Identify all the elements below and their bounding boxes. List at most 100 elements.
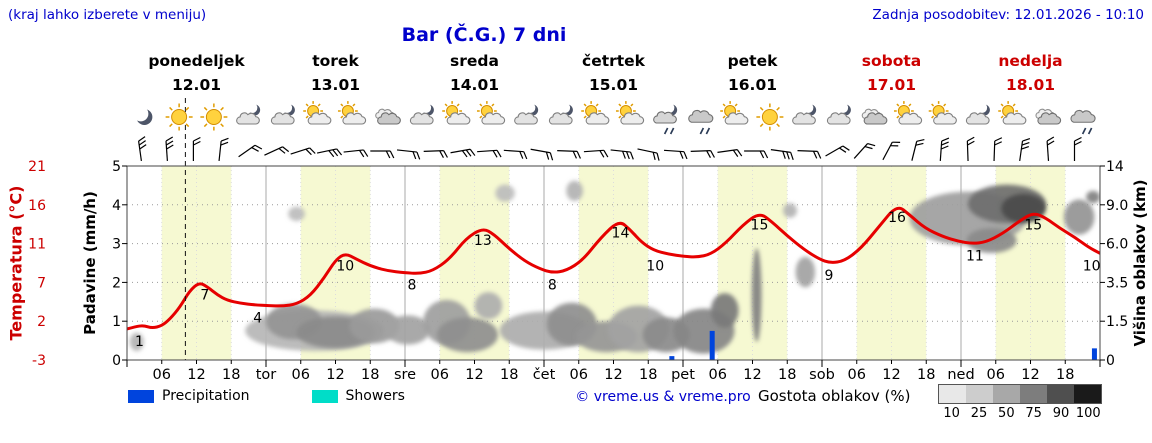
wind-barb — [450, 148, 476, 158]
hour-label: 12 — [1021, 367, 1039, 383]
cloud-blob — [710, 293, 739, 328]
day-name: sreda — [450, 52, 499, 70]
wind-barb — [797, 150, 822, 159]
wind-barb — [717, 149, 743, 157]
weather-icon-cloud-moon — [514, 102, 539, 125]
hour-label: 18 — [778, 367, 796, 383]
weather-icon-cloud — [861, 108, 888, 125]
axis-ticks — [122, 165, 1105, 367]
weather-icon-cloud-moon — [409, 102, 434, 125]
wind-barb — [853, 142, 876, 159]
precip-tick-label: 4 — [112, 198, 121, 214]
weather-icon-sun-cloud — [615, 101, 645, 125]
hour-label: 18 — [917, 367, 935, 383]
cloud-blob — [751, 248, 762, 342]
temperature-curve — [127, 206, 1100, 331]
wind-barbs-row — [138, 136, 1082, 162]
day-abbr-label: tor — [256, 367, 277, 383]
temp-value-label: 4 — [253, 311, 262, 327]
hour-label: 12 — [604, 367, 622, 383]
temp-tick-label: 21 — [28, 159, 46, 175]
hour-label: 06 — [292, 367, 310, 383]
day-date: 14.01 — [450, 76, 499, 94]
weather-icon-cloud-moon — [965, 102, 990, 125]
height-tick-label: 9.0 — [1106, 198, 1128, 214]
cloud-density-label: Gostota oblakov (%) — [758, 387, 911, 405]
wind-barb — [423, 150, 448, 158]
wind-barb — [557, 150, 581, 159]
hour-label: 12 — [465, 367, 483, 383]
wind-barb — [530, 148, 554, 161]
wind-barb — [1073, 136, 1082, 161]
precipitation-bar — [669, 356, 675, 360]
temp-value-label: 15 — [1024, 218, 1042, 234]
weather-icon-cloud-moon — [236, 102, 261, 125]
height-tick-label: 1.5 — [1106, 314, 1128, 330]
weather-icon-cloud-rain — [1070, 109, 1096, 135]
day-date: 12.01 — [172, 76, 221, 94]
weather-icon-sun-cloud — [928, 101, 957, 125]
height-tick-label: 3.5 — [1106, 275, 1128, 291]
menu-hint-text: (kraj lahko izberete v meniju) — [8, 7, 207, 23]
weather-icons-row — [133, 101, 1096, 135]
density-tick-label: 25 — [970, 406, 988, 421]
wind-barb — [165, 136, 174, 162]
credit-link[interactable]: © vreme.us & vreme.pro — [575, 389, 751, 405]
temp-value-label: 9 — [824, 268, 833, 284]
cloud-blob — [436, 317, 499, 353]
hour-label: 06 — [987, 367, 1005, 383]
wind-barb — [637, 148, 660, 161]
precipitation-bar — [709, 330, 715, 360]
hour-label: 18 — [361, 367, 379, 383]
day-date: 17.01 — [867, 76, 916, 94]
day-name: četrtek — [582, 52, 646, 70]
last-update-text: Zadnja posodobitev: 12.01.2026 - 10:10 — [872, 7, 1144, 23]
day-name: nedelja — [998, 52, 1062, 70]
wind-barb — [316, 148, 343, 158]
day-date: 16.01 — [728, 76, 777, 94]
day-name: sobota — [862, 52, 922, 70]
weather-icon-moon — [133, 106, 153, 125]
day-abbr-label: pet — [671, 367, 695, 383]
day-abbr-label: sob — [809, 367, 835, 383]
showers-swatch — [311, 389, 338, 403]
hour-label: 18 — [500, 367, 518, 383]
height-tick-label: 0 — [1106, 353, 1115, 369]
cloud-density-ticks: 10 25 50 75 90 100 — [938, 406, 1102, 421]
precipitation-swatch — [128, 389, 154, 403]
hour-label: 06 — [709, 367, 727, 383]
day-abbr-label: sre — [394, 367, 416, 383]
precipitation-bars — [669, 330, 1097, 360]
wind-barb — [138, 136, 147, 161]
hour-label: 18 — [639, 367, 657, 383]
cloud-height-axis-title: Višina oblakov (km) — [1131, 179, 1149, 347]
temp-value-label: 10 — [646, 258, 664, 274]
density-cell — [993, 385, 1020, 403]
hour-label: 12 — [326, 367, 344, 383]
hour-label: 18 — [1056, 367, 1074, 383]
cloud-layer — [129, 180, 1100, 354]
hour-label: 12 — [187, 367, 205, 383]
weather-icon-cloud-moon-rain — [653, 102, 678, 135]
temp-tick-label: -3 — [32, 353, 46, 369]
temp-value-label: 1 — [135, 334, 144, 350]
legend: Precipitation Showers — [128, 388, 405, 404]
hour-label: 12 — [743, 367, 761, 383]
wind-barb — [370, 150, 395, 159]
weather-icon-sun-cloud — [337, 101, 367, 125]
precip-tick-label: 3 — [112, 237, 121, 253]
temp-value-label: 11 — [966, 249, 984, 265]
weather-icon-cloud — [1035, 108, 1062, 125]
hour-label: 06 — [431, 367, 449, 383]
wind-barb — [663, 149, 688, 160]
cloud-density-scale — [938, 384, 1102, 404]
temp-value-label: 10 — [336, 258, 354, 274]
wind-barb — [939, 137, 950, 162]
wind-barb — [396, 149, 421, 160]
weather-icon-sun — [200, 103, 228, 131]
hour-label: 06 — [570, 367, 588, 383]
day-date: 18.01 — [1006, 76, 1055, 94]
temp-value-label: 16 — [888, 210, 906, 226]
precip-tick-label: 5 — [112, 159, 121, 175]
